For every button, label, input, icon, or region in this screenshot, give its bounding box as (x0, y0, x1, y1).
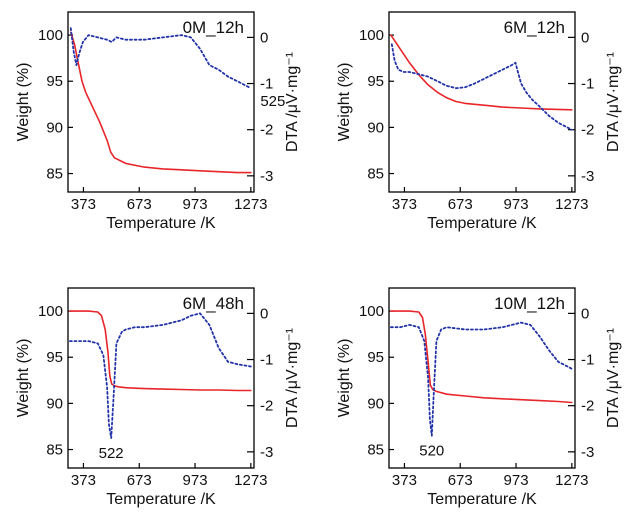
y-right-tick-label: -3 (581, 444, 594, 461)
y-right-tick-label: 0 (260, 29, 268, 46)
y-left-tick-label: 85 (367, 166, 384, 183)
y-left-tick-label: 90 (46, 395, 63, 412)
dta-curve (69, 27, 252, 90)
x-axis-label: Temperature /K (106, 215, 216, 232)
y-right-tick-label: 0 (581, 29, 589, 46)
panel-0: 373 673 973 1273 85 90 95 100 -3 -2 -1 0 Temperature… (15, 11, 301, 232)
x-axis-label: Temperature /K (106, 491, 216, 508)
y-right-tick-label: -1 (581, 352, 594, 369)
y-right-axis-label: DTA /μV·mg⁻¹ (284, 52, 301, 152)
x-tick-label: 1273 (234, 472, 267, 489)
x-tick-label: 973 (504, 196, 529, 213)
y-right-tick-label: -2 (260, 398, 273, 415)
y-left-tick-label: 100 (359, 303, 384, 320)
y-left-tick-label: 100 (38, 303, 63, 320)
weight-curve (390, 34, 573, 111)
y-left-tick-label: 85 (367, 442, 384, 459)
y-left-tick-label: 100 (38, 27, 63, 44)
y-right-tick-label: -2 (581, 398, 594, 415)
y-left-tick-label: 95 (367, 349, 384, 366)
y-left-tick-label: 90 (367, 119, 384, 136)
y-left-axis-label: Weight (%) (336, 63, 353, 142)
y-left-axis-label: Weight (%) (336, 339, 353, 418)
x-tick-label: 673 (448, 472, 473, 489)
y-left-tick-label: 85 (46, 166, 63, 183)
x-tick-label: 673 (127, 196, 152, 213)
weight-curve (69, 310, 252, 392)
y-right-axis-label: DTA /μV·mg⁻¹ (284, 328, 301, 428)
panel-3: 373 673 973 1273 85 90 95 100 -3 -2 -1 0 Temperature… (336, 287, 622, 508)
y-left-axis-label: Weight (%) (15, 339, 32, 418)
y-right-tick-label: -2 (260, 122, 273, 139)
x-tick-label: 373 (71, 472, 96, 489)
x-tick-label: 1273 (234, 196, 267, 213)
x-tick-label: 1273 (555, 196, 588, 213)
x-axis-label: Temperature /K (427, 491, 537, 508)
panel-title: 6M_48h (183, 294, 244, 313)
panel-title: 0M_12h (183, 18, 244, 37)
panel-2: 373 673 973 1273 85 90 95 100 -3 -2 -1 0 Temperature… (15, 287, 301, 508)
y-left-tick-label: 95 (367, 73, 384, 90)
y-left-tick-label: 90 (46, 119, 63, 136)
y-left-tick-label: 95 (46, 73, 63, 90)
x-tick-label: 673 (127, 472, 152, 489)
plot-frame (388, 287, 576, 469)
y-left-tick-label: 90 (367, 395, 384, 412)
y-right-tick-label: -1 (260, 352, 273, 369)
weight-curve (390, 310, 573, 404)
y-right-tick-label: 0 (260, 305, 268, 322)
x-tick-label: 973 (183, 196, 208, 213)
y-right-tick-label: 0 (581, 305, 589, 322)
x-tick-label: 673 (448, 196, 473, 213)
dta-curve (390, 43, 573, 131)
y-right-axis-label: DTA /μV·mg⁻¹ (605, 328, 622, 428)
y-right-axis-label: DTA /μV·mg⁻¹ (605, 52, 622, 152)
y-left-axis-label: Weight (%) (15, 63, 32, 142)
panel-title: 6M_12h (504, 18, 565, 37)
peak-annotation: 522 (99, 445, 124, 462)
y-right-tick-label: -2 (581, 122, 594, 139)
plot-frame (388, 11, 576, 193)
x-tick-label: 373 (71, 196, 96, 213)
peak-annotation: 520 (419, 443, 444, 460)
y-right-tick-label: -3 (260, 444, 273, 461)
x-tick-label: 973 (504, 472, 529, 489)
y-right-tick-label: -3 (260, 168, 273, 185)
x-tick-label: 373 (392, 472, 417, 489)
y-right-tick-label: -1 (260, 76, 273, 93)
x-tick-label: 1273 (555, 472, 588, 489)
plot-frame (67, 11, 255, 193)
x-tick-label: 373 (392, 196, 417, 213)
x-tick-label: 973 (183, 472, 208, 489)
plot-frame (67, 287, 255, 469)
y-right-tick-label: -3 (581, 168, 594, 185)
dta-curve (389, 321, 573, 437)
panel-1: 373 673 973 1273 85 90 95 100 -3 -2 -1 0 Temperature… (336, 11, 622, 232)
x-axis-label: Temperature /K (427, 215, 537, 232)
dta-curve (69, 312, 252, 439)
y-left-tick-label: 100 (359, 27, 384, 44)
panel-title: 10M_12h (494, 294, 565, 313)
peak-annotation: 525 (260, 93, 285, 110)
weight-curve (70, 31, 252, 174)
y-right-tick-label: -1 (581, 76, 594, 93)
y-left-tick-label: 85 (46, 442, 63, 459)
y-left-tick-label: 95 (46, 349, 63, 366)
